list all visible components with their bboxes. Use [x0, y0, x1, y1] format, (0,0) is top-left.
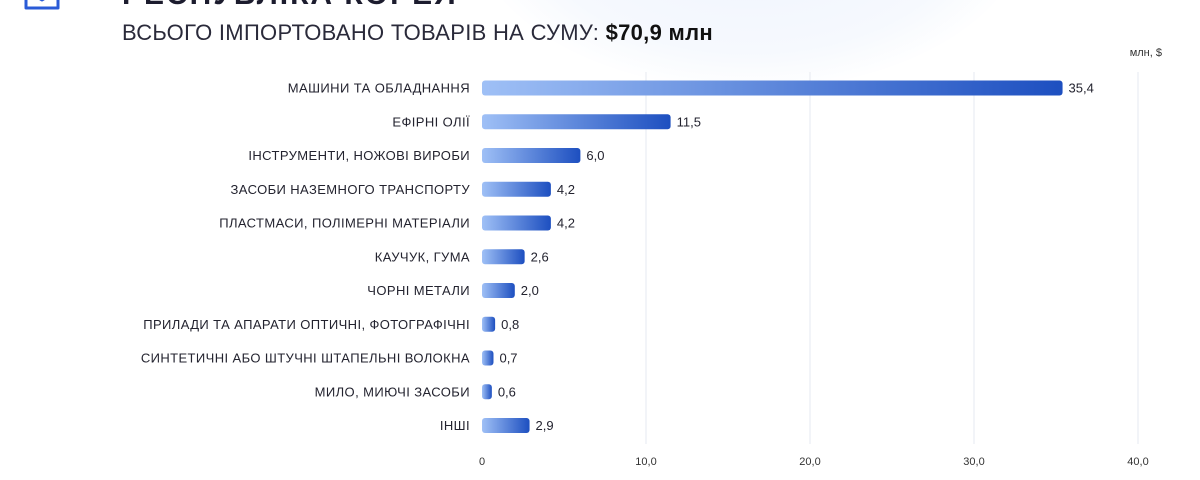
- bars: [482, 80, 1063, 433]
- category-label: ЧОРНІ МЕТАЛИ: [367, 283, 470, 298]
- value-label: 0,6: [498, 384, 516, 399]
- bar: [482, 283, 515, 298]
- labels: 0 10,0 20,0 30,0 40,0 МАШИНИ ТА ОБЛАДНАННЯ 35,…: [141, 81, 1149, 469]
- grid-lines: [645, 72, 1139, 444]
- value-label: 4,2: [557, 182, 575, 197]
- bar: [482, 181, 551, 197]
- value-label: 2,6: [531, 249, 549, 264]
- bar: [482, 114, 671, 130]
- bar: [482, 80, 1063, 96]
- page-title: РЕСПУБЛІКА КОРЕЯ: [122, 0, 458, 12]
- category-label: ПРИЛАДИ ТА АПАРАТИ ОПТИЧНІ, ФОТОГРАФІЧНІ: [143, 317, 470, 332]
- value-label: 4,2: [557, 216, 575, 231]
- value-label: 0,7: [499, 351, 517, 366]
- value-label: 0,8: [501, 317, 519, 332]
- bar: [482, 215, 551, 231]
- bar: [482, 249, 525, 265]
- bar: [482, 418, 530, 433]
- x-tick-label: 30,0: [963, 456, 984, 468]
- value-label: 35,4: [1069, 81, 1094, 96]
- category-label: МИЛО, МИЮЧІ ЗАСОБИ: [315, 384, 470, 399]
- category-label: ІНШІ: [440, 418, 470, 433]
- bar: [482, 316, 496, 332]
- value-label: 6,0: [586, 148, 604, 163]
- category-label: КАУЧУК, ГУМА: [375, 249, 470, 264]
- bar: [482, 148, 581, 163]
- subtitle-total: $70,9 млн: [605, 20, 713, 45]
- value-label: 11,5: [677, 114, 701, 129]
- category-label: ЗАСОБИ НАЗЕМНОГО ТРАНСПОРТУ: [231, 182, 471, 197]
- value-label: 2,0: [521, 283, 539, 298]
- x-tick-label: 10,0: [635, 456, 656, 468]
- unit-label: млн, $: [1129, 47, 1162, 59]
- bar: [482, 384, 492, 400]
- x-tick-label: 20,0: [799, 456, 820, 468]
- category-label: СИНТЕТИЧНІ АБО ШТУЧНІ ШТАПЕЛЬНІ ВОЛОКНА: [141, 351, 470, 366]
- x-tick-label: 40,0: [1127, 456, 1148, 468]
- category-label: ІНСТРУМЕНТИ, НОЖОВІ ВИРОБИ: [248, 148, 470, 163]
- logo-icon: [24, 0, 60, 10]
- bar: [482, 350, 494, 366]
- subtitle: ВСЬОГО ІМПОРТОВАНО ТОВАРІВ НА СУМУ: $70,…: [122, 20, 713, 46]
- category-label: ПЛАСТМАСИ, ПОЛІМЕРНІ МАТЕРІАЛИ: [219, 216, 470, 231]
- subtitle-prefix: ВСЬОГО ІМПОРТОВАНО ТОВАРІВ НА СУМУ:: [122, 20, 600, 45]
- category-label: ЕФІРНІ ОЛІЇ: [392, 114, 470, 129]
- x-tick-label: 0: [479, 456, 485, 468]
- category-label: МАШИНИ ТА ОБЛАДНАННЯ: [288, 81, 470, 96]
- value-label: 2,9: [536, 418, 554, 433]
